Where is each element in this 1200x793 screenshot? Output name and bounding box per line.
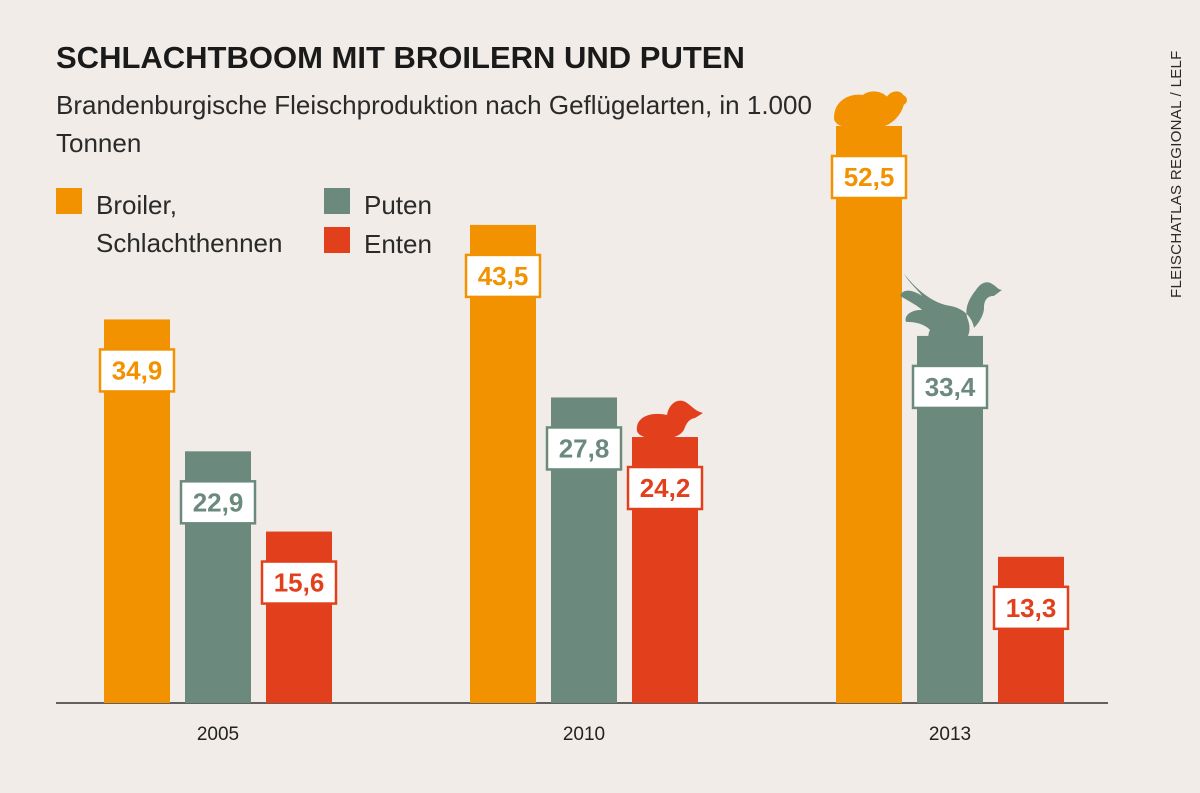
- chicken-icon-shape: [834, 91, 907, 138]
- bar-broiler-2010: [470, 224, 536, 703]
- value-label-puten-2013: 33,4: [925, 372, 976, 402]
- x-tick-label-2010: 2010: [563, 724, 605, 745]
- legend-item-puten: Puten: [324, 186, 432, 224]
- turkey-icon-shape: [900, 273, 1002, 346]
- value-label-puten-2005: 22,9: [193, 487, 244, 517]
- legend-label-enten: Enten: [364, 229, 432, 259]
- value-label-box-enten-2005: [260, 560, 338, 605]
- x-tick-label-2013: 2013: [929, 724, 971, 745]
- value-label-box-broiler-2005: [98, 348, 176, 393]
- value-label-box-puten-2013: [911, 364, 989, 410]
- value-label-box-enten-2010: [626, 465, 704, 511]
- legend-item-broiler: Broiler, Schlachthennen: [56, 186, 316, 262]
- value-label-box-broiler-2010: [464, 253, 542, 299]
- x-tick-label-2005: 2005: [197, 724, 239, 745]
- value-label-box-broiler-2013: [830, 154, 908, 200]
- chart-title: SCHLACHTBOOM MIT BROILERN UND PUTEN: [56, 40, 745, 75]
- legend-swatch-puten: [324, 188, 350, 214]
- value-label-broiler-2010: 43,5: [478, 261, 529, 291]
- legend-item-enten: Enten: [324, 225, 432, 263]
- value-label-broiler-2013: 52,5: [844, 162, 895, 192]
- duck-icon-shape: [636, 400, 703, 450]
- bar-enten-2005: [266, 531, 332, 703]
- legend-swatch-enten: [324, 227, 350, 253]
- value-label-box-puten-2005: [179, 480, 257, 525]
- legend-label-broiler: Broiler, Schlachthennen: [96, 190, 283, 258]
- chicken-icon: [834, 91, 907, 138]
- legend-swatch-broiler: [56, 188, 82, 214]
- value-label-puten-2010: 27,8: [559, 433, 610, 463]
- bar-broiler-2013: [836, 126, 902, 703]
- duck-icon: [636, 400, 703, 450]
- value-label-box-enten-2013: [992, 585, 1070, 631]
- value-label-broiler-2005: 34,9: [112, 355, 163, 385]
- turkey-icon: [900, 273, 1002, 346]
- value-label-box-puten-2010: [545, 426, 623, 471]
- legend-label-puten: Puten: [364, 190, 432, 220]
- value-label-enten-2005: 15,6: [274, 568, 325, 598]
- value-label-enten-2010: 24,2: [640, 473, 691, 503]
- value-label-enten-2013: 13,3: [1006, 593, 1057, 623]
- chart-subtitle: Brandenburgische Fleischproduktion nach …: [56, 90, 812, 158]
